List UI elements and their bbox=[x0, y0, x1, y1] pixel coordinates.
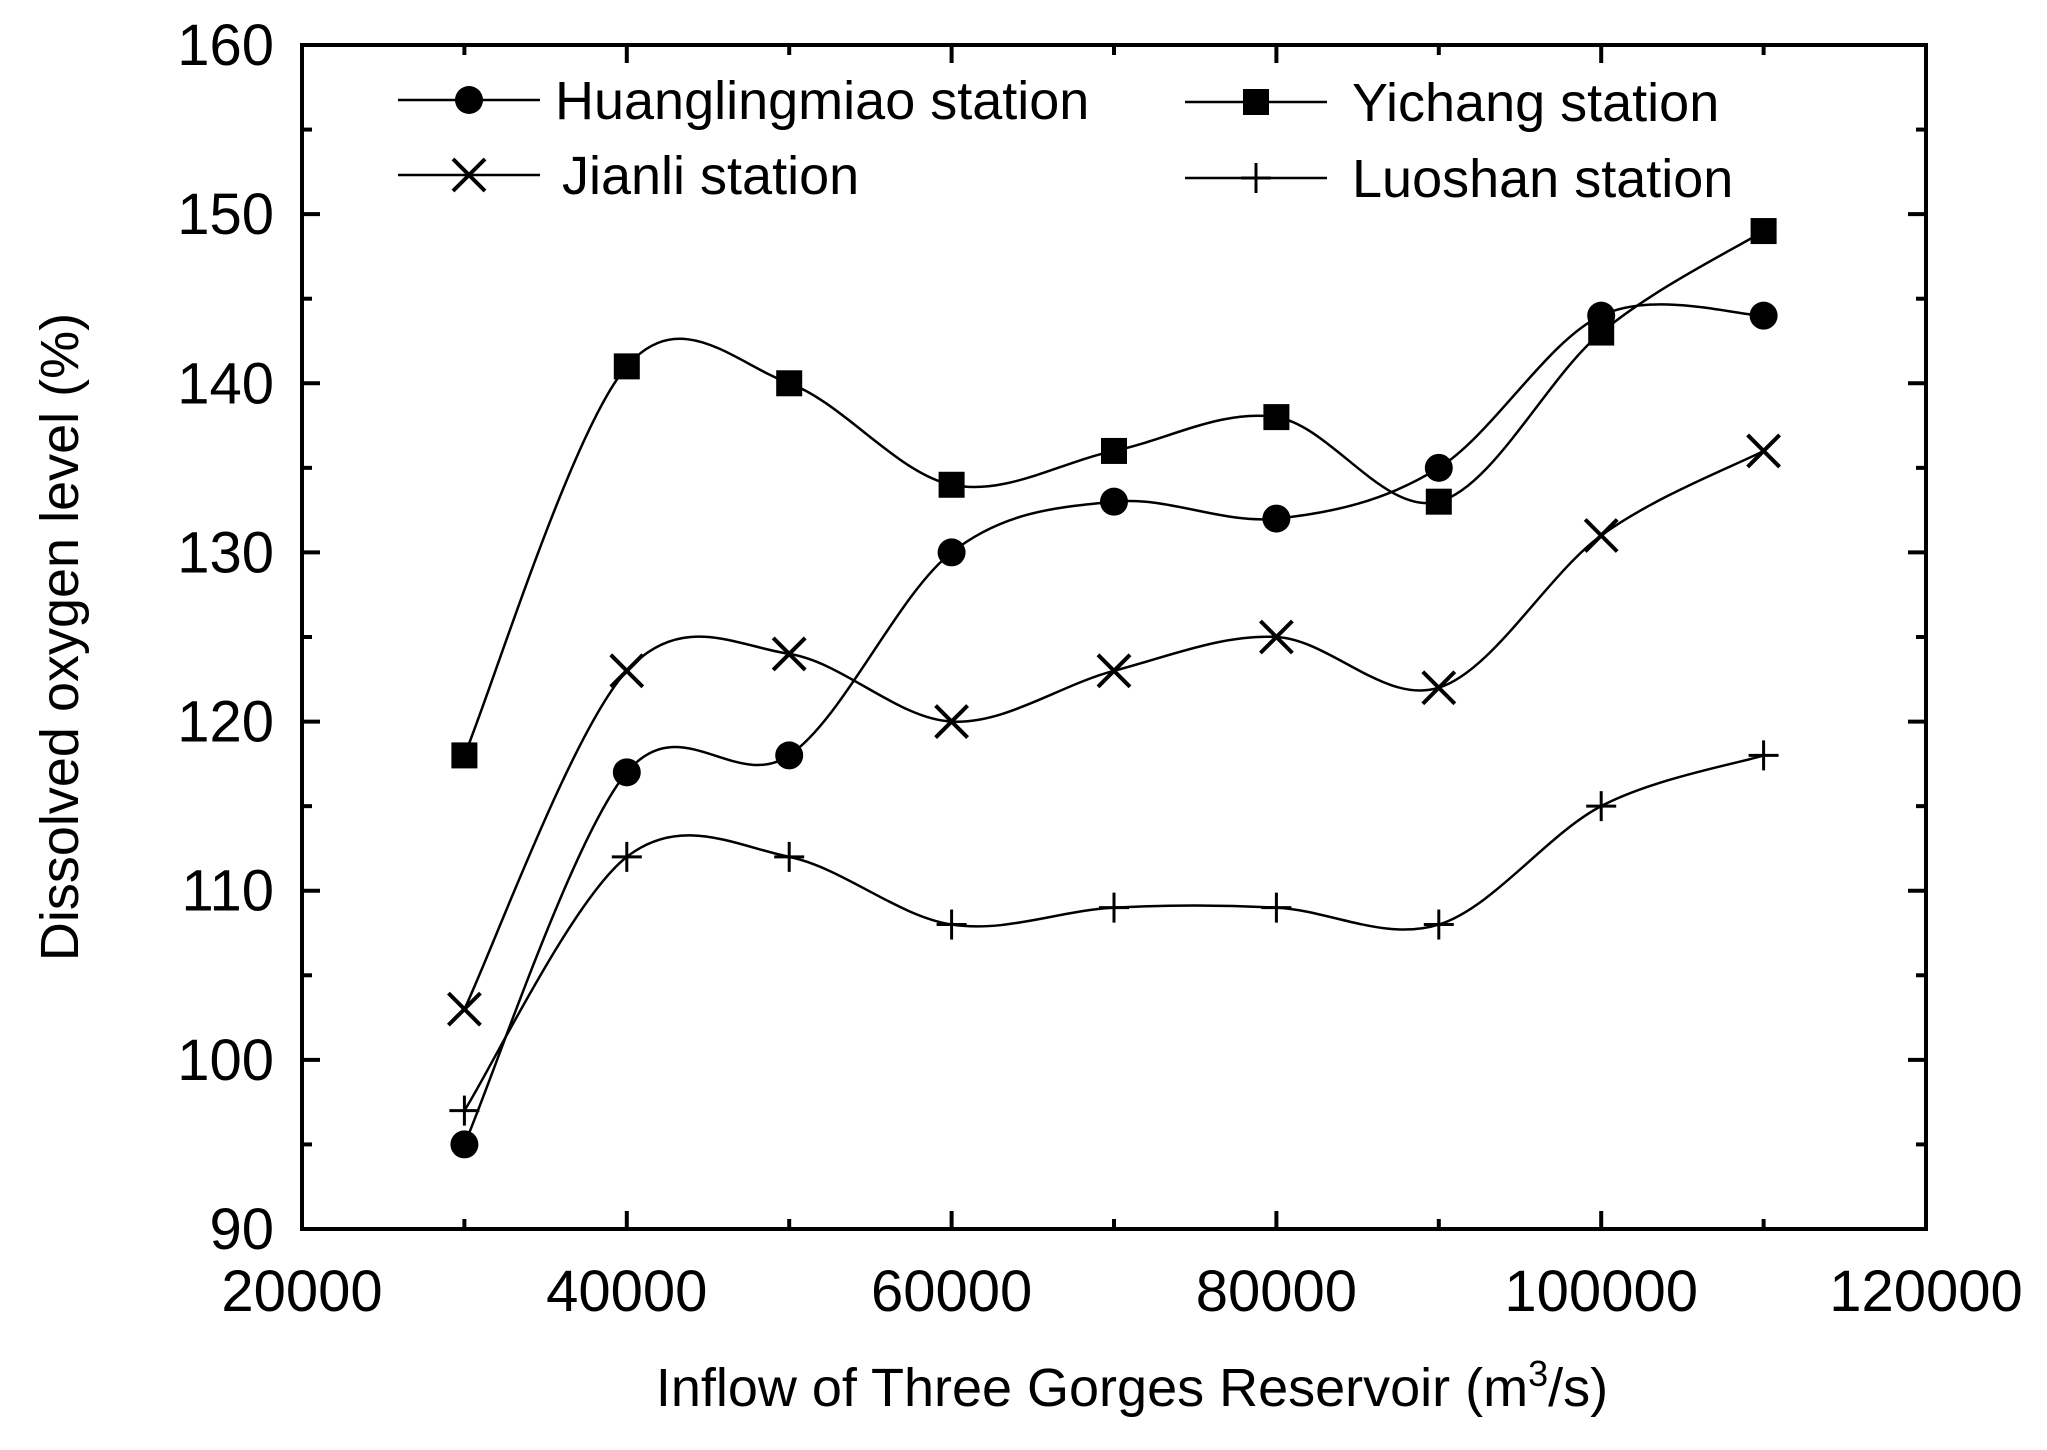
data-point bbox=[937, 538, 966, 567]
data-point bbox=[938, 471, 965, 498]
data-point bbox=[1749, 301, 1778, 330]
data-point bbox=[1586, 791, 1617, 822]
data-point bbox=[1100, 487, 1128, 516]
legend-marker bbox=[1241, 163, 1271, 193]
legend-marker bbox=[451, 157, 487, 193]
x-axis-title-superscript: 3 bbox=[1528, 1353, 1548, 1394]
data-point bbox=[774, 841, 805, 872]
y-tick-label: 120 bbox=[177, 690, 274, 755]
series-line bbox=[463, 754, 1764, 1112]
ticks-layer: 90 100 110 120 130 140 150 160 20000 40000 60000 80… bbox=[177, 13, 2023, 1324]
data-point bbox=[611, 841, 642, 872]
data-point bbox=[776, 370, 803, 397]
data-point bbox=[775, 741, 804, 770]
legend-item: Jianli station bbox=[398, 146, 859, 206]
data-point bbox=[1746, 433, 1782, 469]
data-point bbox=[1101, 437, 1127, 464]
y-axis-title: Dissolved oxygen level (%) bbox=[30, 313, 90, 961]
data-point bbox=[1263, 404, 1290, 431]
series-yichang-station bbox=[451, 218, 1777, 769]
legend-label: Yichang station bbox=[1352, 73, 1719, 133]
data-point bbox=[934, 704, 970, 739]
data-point bbox=[1750, 218, 1777, 245]
series-jianli-station bbox=[446, 433, 1782, 1027]
legend-item: Huanglingmiao station bbox=[398, 71, 1089, 131]
data-point bbox=[1258, 619, 1294, 655]
data-point bbox=[771, 636, 807, 672]
data-point bbox=[1583, 518, 1619, 553]
y-tick-label: 140 bbox=[177, 351, 274, 416]
legend-item: Luoshan station bbox=[1185, 149, 1733, 209]
y-tick-label: 90 bbox=[209, 1197, 274, 1262]
data-point bbox=[1096, 653, 1132, 689]
x-axis-title-main: Inflow of Three Gorges Reservoir (m bbox=[656, 1358, 1528, 1418]
data-point bbox=[451, 742, 478, 769]
series-line bbox=[463, 449, 1765, 1010]
data-point bbox=[1262, 504, 1291, 533]
data-point bbox=[449, 1095, 480, 1126]
series-layer bbox=[446, 218, 1782, 1159]
data-point bbox=[1425, 488, 1452, 515]
legend-marker bbox=[1243, 89, 1269, 115]
y-tick-label: 100 bbox=[177, 1028, 274, 1093]
legend-marker bbox=[455, 86, 483, 114]
x-axis-title-end: /s) bbox=[1548, 1358, 1608, 1418]
x-axis-title: Inflow of Three Gorges Reservoir (m3/s) bbox=[656, 1353, 1608, 1418]
data-point bbox=[450, 1130, 479, 1159]
plot-frame bbox=[300, 43, 1928, 1231]
x-tick-label: 120000 bbox=[1829, 1259, 2023, 1324]
y-tick-label: 130 bbox=[177, 520, 274, 585]
data-point bbox=[1421, 670, 1457, 706]
series-line bbox=[463, 303, 1764, 1145]
data-point bbox=[613, 353, 640, 380]
x-tick-label: 40000 bbox=[546, 1259, 707, 1324]
data-point bbox=[446, 991, 482, 1027]
y-tick-label: 110 bbox=[182, 859, 274, 924]
x-tick-label: 20000 bbox=[221, 1259, 382, 1324]
y-tick-label: 150 bbox=[177, 182, 274, 247]
data-point bbox=[1423, 909, 1454, 940]
series-huanglingmiao-station bbox=[450, 301, 1778, 1159]
legend-label: Luoshan station bbox=[1352, 149, 1733, 209]
x-tick-label: 100000 bbox=[1504, 1259, 1698, 1324]
data-point bbox=[936, 909, 967, 940]
data-point bbox=[1424, 453, 1453, 482]
legend-label: Huanglingmiao station bbox=[555, 71, 1089, 131]
y-tick-label: 160 bbox=[177, 13, 274, 78]
data-point bbox=[1261, 892, 1292, 923]
legend-item: Yichang station bbox=[1185, 73, 1719, 133]
data-point bbox=[612, 758, 641, 787]
data-point bbox=[609, 653, 645, 689]
data-point bbox=[1099, 892, 1129, 923]
x-tick-label: 80000 bbox=[1196, 1259, 1357, 1324]
series-luoshan-station bbox=[449, 740, 1779, 1126]
data-point bbox=[1748, 740, 1779, 771]
legend: Huanglingmiao station Yichang station Jian… bbox=[398, 71, 1733, 209]
x-tick-label: 60000 bbox=[871, 1259, 1032, 1324]
data-point bbox=[1588, 319, 1615, 346]
legend-label: Jianli station bbox=[562, 146, 859, 206]
